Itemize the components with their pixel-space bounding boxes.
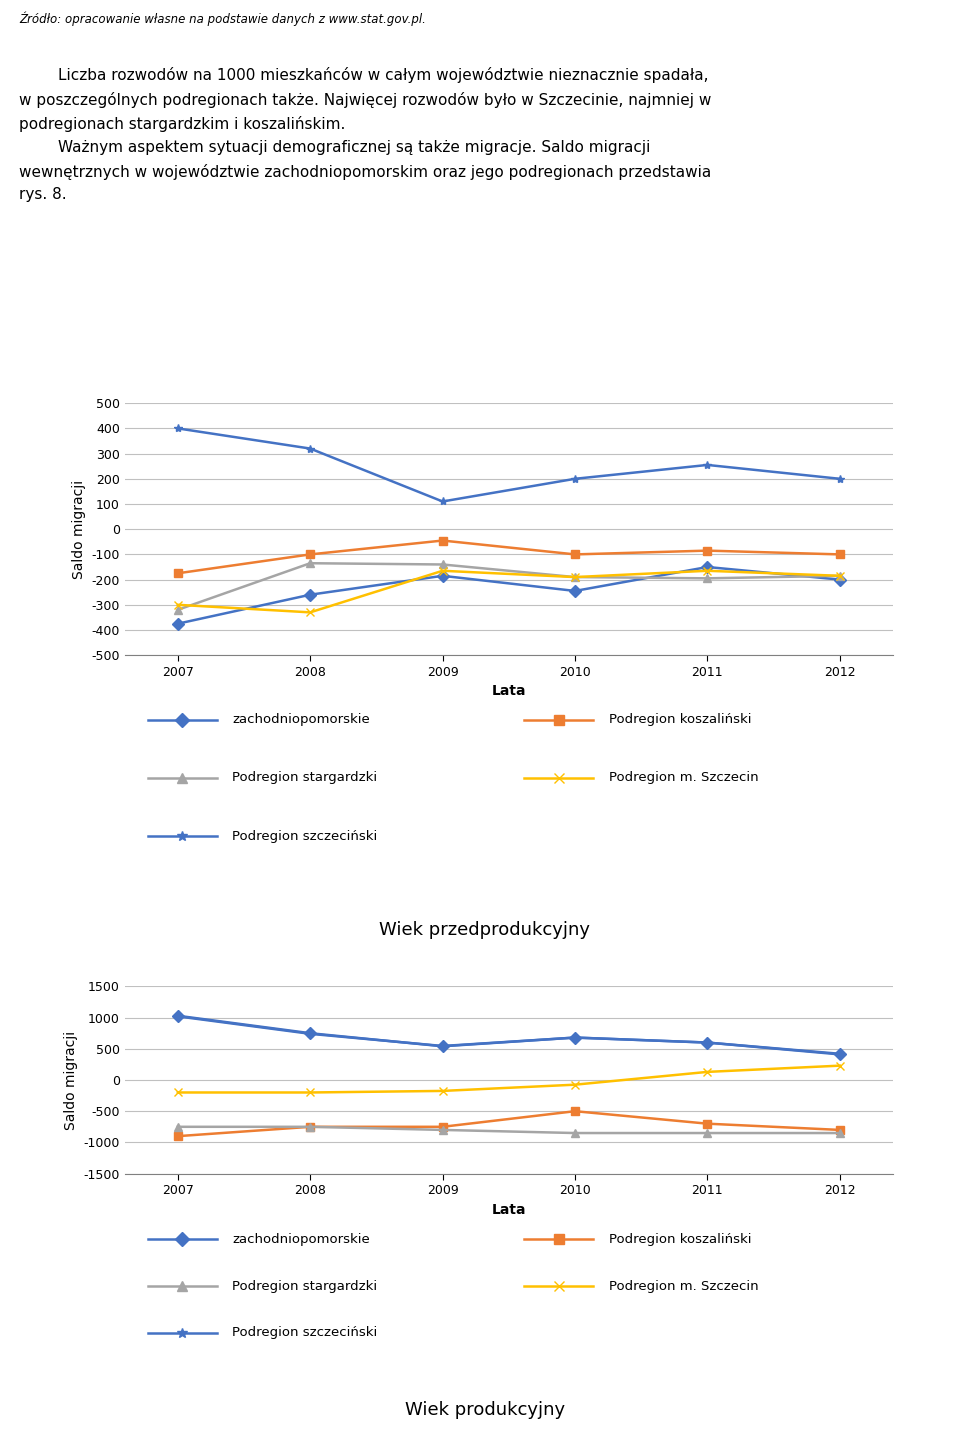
Podregion koszaliński <box>569 1103 581 1120</box>
Text: Wiek przedprodukcyjny: Wiek przedprodukcyjny <box>379 922 590 939</box>
Podregion stargardzki <box>172 602 183 619</box>
Podregion m. Szczecin <box>702 1063 713 1080</box>
Podregion koszaliński <box>834 546 846 563</box>
Podregion koszaliński <box>702 541 713 559</box>
Podregion stargardzki <box>702 570 713 588</box>
Podregion koszaliński <box>304 1117 316 1135</box>
Text: Podregion koszaliński: Podregion koszaliński <box>609 1233 751 1246</box>
Text: Liczba rozwodów na 1000 mieszkańców w całym województwie nieznacznie spadała,
w : Liczba rozwodów na 1000 mieszkańców w ca… <box>19 68 711 203</box>
Podregion stargardzki <box>172 1117 183 1135</box>
Text: Podregion koszaliński: Podregion koszaliński <box>609 713 751 726</box>
Podregion stargardzki <box>702 1125 713 1142</box>
Podregion stargardzki <box>834 567 846 585</box>
zachodniopomorskie <box>304 1025 316 1043</box>
zachodniopomorskie <box>437 567 448 585</box>
Text: Podregion m. Szczecin: Podregion m. Szczecin <box>609 1280 758 1293</box>
Podregion m. Szczecin <box>304 603 316 621</box>
Podregion szczeciński <box>569 1030 581 1047</box>
Y-axis label: Saldo migracji: Saldo migracji <box>64 1031 78 1129</box>
Podregion szczeciński <box>172 1008 183 1025</box>
Y-axis label: Saldo migracji: Saldo migracji <box>72 480 85 579</box>
Podregion koszaliński <box>437 531 448 549</box>
Line: Podregion szczeciński: Podregion szczeciński <box>174 425 844 505</box>
Text: Źródło: opracowanie własne na podstawie danych z www.stat.gov.pl.: Źródło: opracowanie własne na podstawie … <box>19 12 426 26</box>
Podregion szczeciński <box>702 456 713 474</box>
Podregion koszaliński <box>172 564 183 582</box>
Podregion koszaliński <box>569 546 581 563</box>
Text: Podregion stargardzki: Podregion stargardzki <box>232 772 377 785</box>
Podregion m. Szczecin <box>437 562 448 579</box>
Podregion szczeciński <box>172 420 183 438</box>
Podregion stargardzki <box>569 569 581 586</box>
Text: Podregion szczeciński: Podregion szczeciński <box>232 829 377 842</box>
zachodniopomorskie <box>569 582 581 599</box>
Line: Podregion koszaliński: Podregion koszaliński <box>174 536 844 577</box>
zachodniopomorskie <box>834 1045 846 1063</box>
Line: zachodniopomorskie: zachodniopomorskie <box>174 563 844 628</box>
Text: Podregion stargardzki: Podregion stargardzki <box>232 1280 377 1293</box>
Podregion koszaliński <box>172 1128 183 1145</box>
Line: zachodniopomorskie: zachodniopomorskie <box>174 1011 844 1058</box>
Podregion szczeciński <box>437 1037 448 1054</box>
Text: zachodniopomorskie: zachodniopomorskie <box>232 1233 370 1246</box>
Line: Podregion koszaliński: Podregion koszaliński <box>174 1107 844 1140</box>
Podregion m. Szczecin <box>172 1084 183 1102</box>
Line: Podregion m. Szczecin: Podregion m. Szczecin <box>174 566 844 616</box>
zachodniopomorskie <box>702 1034 713 1051</box>
Podregion m. Szczecin <box>702 562 713 579</box>
Podregion szczeciński <box>834 469 846 487</box>
X-axis label: Lata: Lata <box>492 1202 526 1217</box>
Podregion stargardzki <box>304 1117 316 1135</box>
Podregion szczeciński <box>437 492 448 510</box>
Podregion szczeciński <box>569 469 581 487</box>
Line: Podregion stargardzki: Podregion stargardzki <box>174 1123 844 1138</box>
Podregion m. Szczecin <box>569 1076 581 1093</box>
Podregion koszaliński <box>702 1115 713 1132</box>
zachodniopomorskie <box>569 1030 581 1047</box>
Podregion m. Szczecin <box>437 1083 448 1100</box>
Podregion szczeciński <box>702 1034 713 1051</box>
Podregion stargardzki <box>437 1122 448 1139</box>
Podregion koszaliński <box>834 1122 846 1139</box>
zachodniopomorskie <box>172 615 183 632</box>
zachodniopomorskie <box>702 559 713 576</box>
Podregion stargardzki <box>569 1125 581 1142</box>
Text: zachodniopomorskie: zachodniopomorskie <box>232 713 370 726</box>
zachodniopomorskie <box>172 1007 183 1024</box>
zachodniopomorskie <box>437 1038 448 1056</box>
Line: Podregion m. Szczecin: Podregion m. Szczecin <box>174 1061 844 1097</box>
Podregion koszaliński <box>437 1117 448 1135</box>
Podregion m. Szczecin <box>834 567 846 585</box>
Podregion m. Szczecin <box>834 1057 846 1074</box>
Podregion m. Szczecin <box>569 569 581 586</box>
Text: Podregion szczeciński: Podregion szczeciński <box>232 1326 377 1339</box>
Line: Podregion szczeciński: Podregion szczeciński <box>174 1012 844 1058</box>
Podregion m. Szczecin <box>172 596 183 613</box>
Podregion stargardzki <box>304 554 316 572</box>
X-axis label: Lata: Lata <box>492 684 526 698</box>
Podregion stargardzki <box>437 556 448 573</box>
Podregion szczeciński <box>834 1045 846 1063</box>
Line: Podregion stargardzki: Podregion stargardzki <box>174 559 844 613</box>
zachodniopomorskie <box>304 586 316 603</box>
Text: Podregion m. Szczecin: Podregion m. Szczecin <box>609 772 758 785</box>
Text: Wiek produkcyjny: Wiek produkcyjny <box>405 1401 564 1418</box>
Podregion m. Szczecin <box>304 1084 316 1102</box>
Podregion szczeciński <box>304 441 316 458</box>
Podregion stargardzki <box>834 1125 846 1142</box>
zachodniopomorskie <box>834 570 846 588</box>
Podregion koszaliński <box>304 546 316 563</box>
Podregion szczeciński <box>304 1025 316 1043</box>
